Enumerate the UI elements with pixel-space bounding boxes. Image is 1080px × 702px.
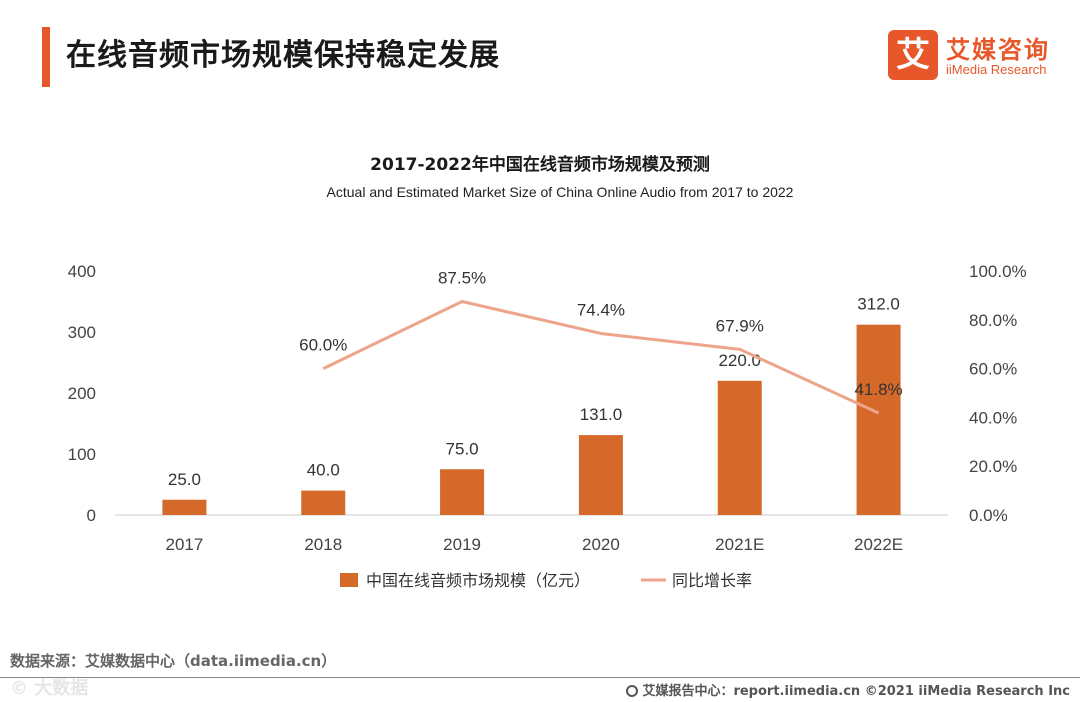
right-y-tick-label: 40.0% xyxy=(969,408,1017,427)
legend-line-label: 同比增长率 xyxy=(672,571,752,590)
right-y-tick-label: 0.0% xyxy=(969,506,1008,525)
bar-series: 25.0 40.0 75.0 131.0 220.0 312.0 xyxy=(162,295,901,515)
bar xyxy=(301,490,346,515)
title-accent-bar xyxy=(42,27,50,87)
logo-english-text: iiMedia Research xyxy=(946,62,1047,77)
right-y-tick-label: 100.0% xyxy=(969,262,1027,281)
left-y-tick-label: 0 xyxy=(87,506,96,525)
right-y-axis: 0.0% 20.0% 40.0% 60.0% 80.0% 100.0% xyxy=(969,262,1027,525)
data-source: 数据来源：艾媒数据中心（data.iimedia.cn） xyxy=(10,652,337,670)
bar-value-label: 312.0 xyxy=(857,295,900,314)
logo-mark: 艾 xyxy=(888,30,938,80)
page-title: 在线音频市场规模保持稳定发展 xyxy=(66,38,500,73)
x-tick-label: 2020 xyxy=(582,535,620,554)
right-y-tick-label: 20.0% xyxy=(969,457,1017,476)
bar xyxy=(440,469,485,515)
right-y-tick-label: 80.0% xyxy=(969,311,1017,330)
footer-divider xyxy=(0,677,1080,678)
growth-line-series: 60.0% 87.5% 74.4% 67.9% 41.8% xyxy=(299,269,903,415)
bar xyxy=(856,324,901,515)
bar-value-label: 40.0 xyxy=(307,461,340,480)
chart-title: 2017-2022年中国在线音频市场规模及预测 xyxy=(370,155,710,175)
right-y-tick-label: 60.0% xyxy=(969,360,1017,379)
legend-bar-label: 中国在线音频市场规模（亿元） xyxy=(366,571,590,590)
bar xyxy=(578,435,623,515)
bar-value-label: 75.0 xyxy=(446,439,479,458)
x-tick-label: 2017 xyxy=(166,535,204,554)
brand-logo: 艾 艾媒咨询 iiMedia Research xyxy=(888,30,1068,82)
line-value-label: 74.4% xyxy=(577,300,625,319)
growth-line xyxy=(322,300,880,415)
x-tick-label: 2021E xyxy=(715,535,764,554)
bar-value-label: 25.0 xyxy=(168,470,201,489)
x-tick-label: 2022E xyxy=(854,535,903,554)
footer-copyright-text: 艾媒报告中心：report.iimedia.cn ©2021 iiMedia R… xyxy=(642,684,1070,699)
left-y-tick-label: 200 xyxy=(68,384,96,403)
logo-chinese-text: 艾媒咨询 xyxy=(946,36,1050,64)
line-value-label: 60.0% xyxy=(299,336,347,355)
bar-value-label: 220.0 xyxy=(718,351,761,370)
bar xyxy=(162,499,207,515)
legend: 中国在线音频市场规模（亿元） 同比增长率 xyxy=(340,571,752,590)
left-y-tick-label: 100 xyxy=(68,445,96,464)
x-axis-ticks: 2017 2018 2019 2020 2021E 2022E xyxy=(166,535,904,554)
watermark: © 大数据 xyxy=(10,678,89,699)
line-value-label: 41.8% xyxy=(854,380,902,399)
line-value-label: 87.5% xyxy=(438,269,486,288)
line-value-label: 67.9% xyxy=(716,316,764,335)
left-y-axis: 0 100 200 300 400 xyxy=(68,262,96,525)
footer-copyright: 艾媒报告中心：report.iimedia.cn ©2021 iiMedia R… xyxy=(626,680,1070,699)
x-tick-label: 2019 xyxy=(443,535,481,554)
left-y-tick-label: 400 xyxy=(68,262,96,281)
x-tick-label: 2018 xyxy=(304,535,342,554)
left-y-tick-label: 300 xyxy=(68,323,96,342)
bar-value-label: 131.0 xyxy=(580,405,623,424)
bar xyxy=(717,380,762,515)
globe-icon xyxy=(626,685,639,697)
legend-bar-swatch xyxy=(340,573,358,587)
chart-subtitle: Actual and Estimated Market Size of Chin… xyxy=(326,184,794,200)
